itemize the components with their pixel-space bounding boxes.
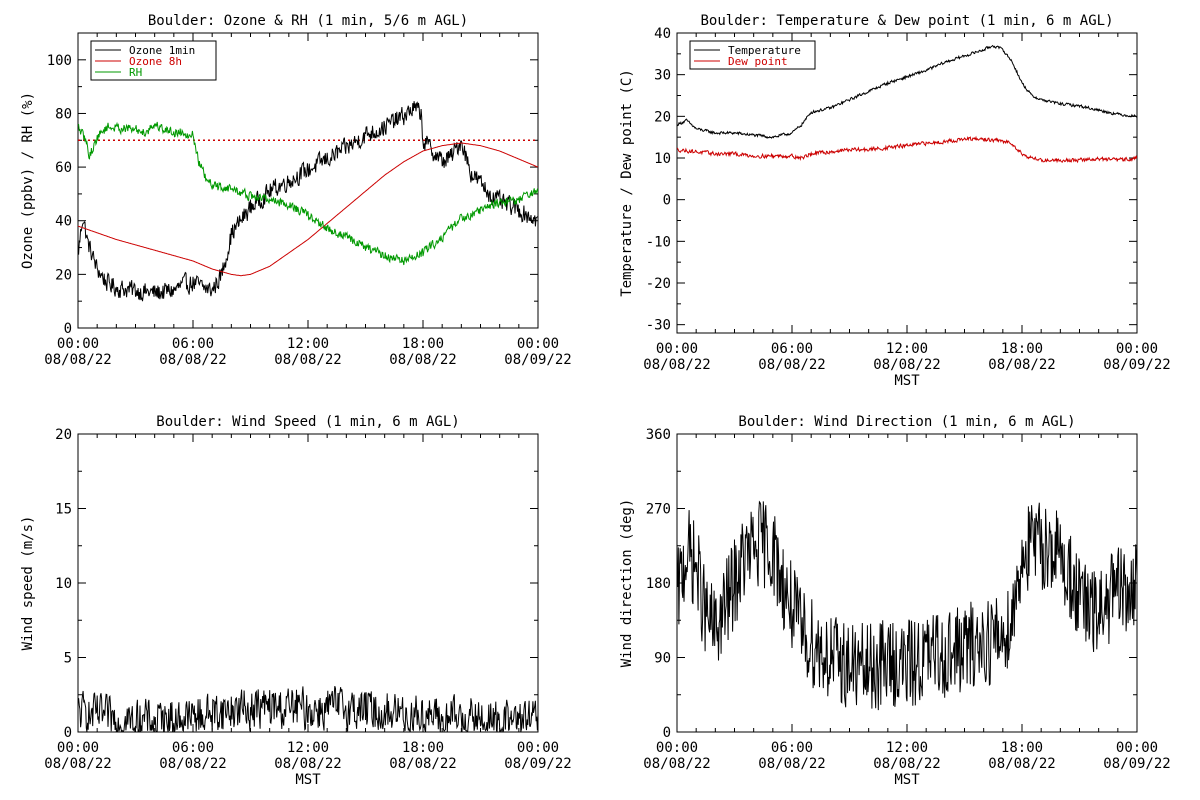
y-tick-label: 20	[654, 109, 671, 125]
x-tick-date: 08/09/22	[504, 756, 571, 772]
chart-panel-4: Boulder: Wind Direction (1 min, 6 m AGL)…	[619, 414, 1171, 788]
x-tick-date: 08/08/22	[758, 756, 825, 772]
x-axis-label: MST	[894, 772, 920, 788]
x-tick-date: 08/08/22	[389, 352, 456, 368]
chart-title: Boulder: Wind Speed (1 min, 6 m AGL)	[156, 414, 459, 430]
chart-panel-3: Boulder: Wind Speed (1 min, 6 m AGL) 0 5 10…	[20, 414, 572, 788]
y-tick-label: 40	[654, 26, 671, 42]
x-tick-label: 00:00	[656, 740, 698, 756]
y-tick-label: 100	[47, 53, 72, 69]
series-ozone-1min	[78, 101, 538, 302]
x-tick-label: 00:00	[1116, 341, 1158, 357]
series-temperature	[677, 44, 1137, 139]
chart-title: Boulder: Wind Direction (1 min, 6 m AGL)	[738, 414, 1075, 430]
x-tick-date: 08/09/22	[1103, 756, 1170, 772]
y-tick-label: -20	[646, 276, 671, 292]
y-tick-label: 5	[64, 651, 72, 667]
legend-label: Ozone 1min	[129, 44, 195, 57]
x-tick-date: 08/09/22	[504, 352, 571, 368]
y-tick-label: 90	[654, 651, 671, 667]
y-axis-label: Wind direction (deg)	[619, 499, 635, 668]
x-tick-label: 00:00	[656, 341, 698, 357]
chart-title: Boulder: Ozone & RH (1 min, 5/6 m AGL)	[148, 13, 468, 29]
x-tick-label: 06:00	[172, 336, 214, 352]
y-tick-label: 0	[663, 725, 671, 741]
x-tick-label: 12:00	[287, 740, 329, 756]
x-tick-date: 08/08/22	[44, 756, 111, 772]
x-tick-label: 18:00	[1001, 740, 1043, 756]
y-tick-label: 270	[646, 502, 671, 518]
y-tick-label: -10	[646, 234, 671, 250]
x-axis-label: MST	[894, 373, 920, 389]
x-tick-label: 06:00	[172, 740, 214, 756]
y-tick-label: 10	[55, 576, 72, 592]
y-tick-label: 0	[663, 193, 671, 209]
x-tick-label: 00:00	[517, 336, 559, 352]
x-tick-date: 08/08/22	[873, 357, 940, 373]
x-tick-date: 08/08/22	[643, 756, 710, 772]
series-rh	[78, 121, 538, 266]
x-tick-label: 12:00	[886, 740, 928, 756]
x-tick-label: 06:00	[771, 341, 813, 357]
y-tick-label: 0	[64, 321, 72, 337]
x-tick-label: 18:00	[402, 740, 444, 756]
chart-title: Boulder: Temperature & Dew point (1 min,…	[700, 13, 1113, 29]
x-tick-label: 00:00	[517, 740, 559, 756]
plot-frame	[77, 433, 539, 733]
x-tick-label: 18:00	[1001, 341, 1043, 357]
y-axis-label: Temperature / Dew point (C)	[619, 69, 635, 297]
x-tick-date: 08/08/22	[159, 756, 226, 772]
y-tick-label: 30	[654, 68, 671, 84]
legend-label: Dew point	[728, 55, 788, 68]
y-tick-label: 10	[654, 151, 671, 167]
x-tick-label: 00:00	[57, 740, 99, 756]
x-tick-date: 08/08/22	[44, 352, 111, 368]
y-tick-label: 360	[646, 427, 671, 443]
x-tick-date: 08/09/22	[1103, 357, 1170, 373]
y-axis-label: Wind speed (m/s)	[20, 516, 36, 651]
x-axis-label: MST	[295, 772, 321, 788]
x-tick-date: 08/08/22	[758, 357, 825, 373]
legend-label: RH	[129, 66, 142, 79]
chart-panel-1: Boulder: Ozone & RH (1 min, 5/6 m AGL) 0 2…	[20, 13, 572, 368]
x-tick-label: 12:00	[287, 336, 329, 352]
x-tick-label: 06:00	[771, 740, 813, 756]
plot-frame	[676, 32, 1138, 334]
x-tick-label: 18:00	[402, 336, 444, 352]
y-tick-label: 80	[55, 106, 72, 122]
x-tick-date: 08/08/22	[988, 756, 1055, 772]
x-tick-date: 08/08/22	[274, 756, 341, 772]
series-ozone-8h	[78, 142, 538, 277]
y-axis-label: Ozone (ppbv) / RH (%)	[20, 92, 36, 269]
series-line	[78, 685, 538, 732]
y-tick-label: -30	[646, 318, 671, 334]
x-tick-label: 00:00	[1116, 740, 1158, 756]
y-tick-label: 180	[646, 576, 671, 592]
x-tick-date: 08/08/22	[873, 756, 940, 772]
y-tick-label: 40	[55, 214, 72, 230]
x-tick-label: 12:00	[886, 341, 928, 357]
x-tick-date: 08/08/22	[274, 352, 341, 368]
y-tick-label: 20	[55, 427, 72, 443]
legend-label: Ozone 8h	[129, 55, 182, 68]
x-tick-date: 08/08/22	[389, 756, 456, 772]
y-tick-label: 0	[64, 725, 72, 741]
y-tick-label: 60	[55, 160, 72, 176]
series-line	[677, 500, 1137, 711]
legend-box	[689, 40, 816, 70]
x-tick-date: 08/08/22	[643, 357, 710, 373]
x-tick-date: 08/08/22	[159, 352, 226, 368]
y-tick-label: 15	[55, 502, 72, 518]
x-tick-date: 08/08/22	[988, 357, 1055, 373]
legend-label: Temperature	[728, 44, 801, 57]
x-tick-label: 00:00	[57, 336, 99, 352]
chart-panel-2: Boulder: Temperature & Dew point (1 min,…	[619, 13, 1171, 389]
y-tick-label: 20	[55, 267, 72, 283]
series-dew-point	[677, 135, 1137, 164]
